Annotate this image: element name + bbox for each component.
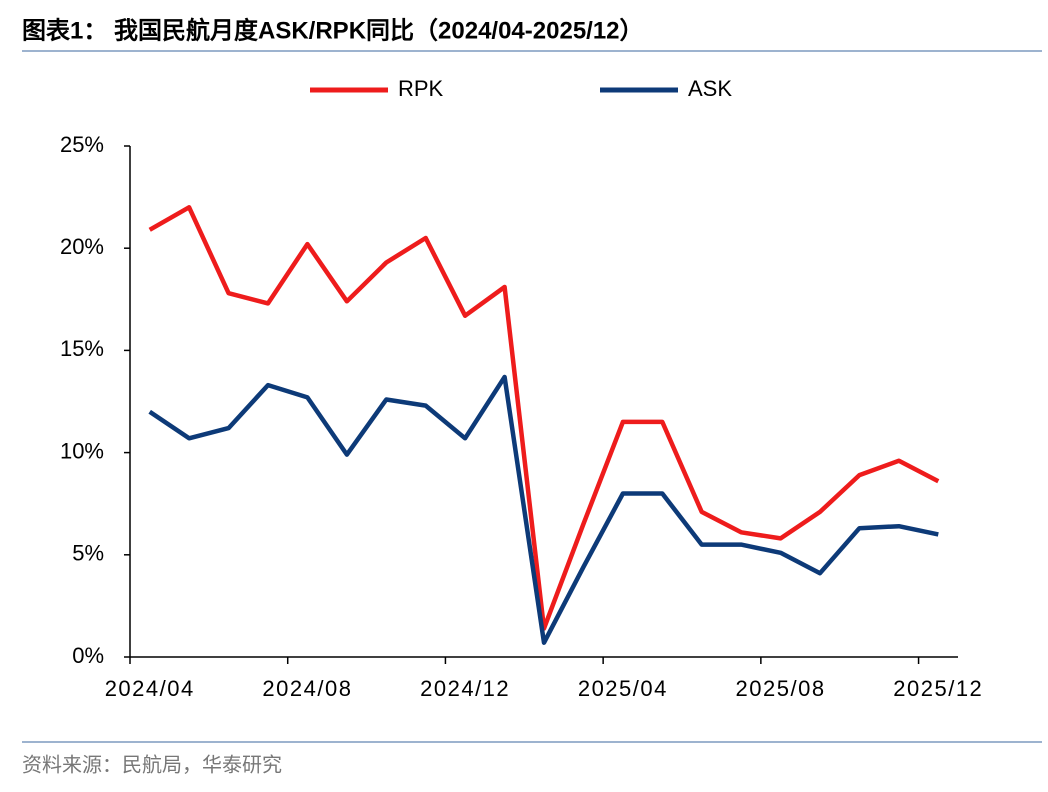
y-tick-label: 10% (60, 438, 104, 463)
x-tick-label: 2024/12 (420, 676, 510, 701)
legend-label: RPK (398, 76, 444, 101)
series-line (148, 205, 940, 631)
x-tick-label: 2025/04 (578, 676, 668, 701)
series-line (148, 374, 939, 645)
y-tick-label: 15% (60, 336, 104, 361)
y-tick-label: 25% (60, 132, 104, 157)
x-tick-label: 2025/08 (736, 676, 826, 701)
x-tick-label: 2024/08 (262, 676, 352, 701)
y-tick-label: 20% (60, 234, 104, 259)
x-tick-label: 2025/12 (893, 676, 983, 701)
y-tick-label: 0% (72, 643, 104, 668)
source-note: 资料来源：民航局，华泰研究 (22, 753, 282, 776)
y-tick-label: 5% (72, 541, 104, 566)
chart-title: 图表1： 我国民航月度ASK/RPK同比（2024/04-2025/12） (22, 16, 644, 44)
x-tick-label: 2024/04 (105, 676, 195, 701)
legend-label: ASK (688, 76, 732, 101)
